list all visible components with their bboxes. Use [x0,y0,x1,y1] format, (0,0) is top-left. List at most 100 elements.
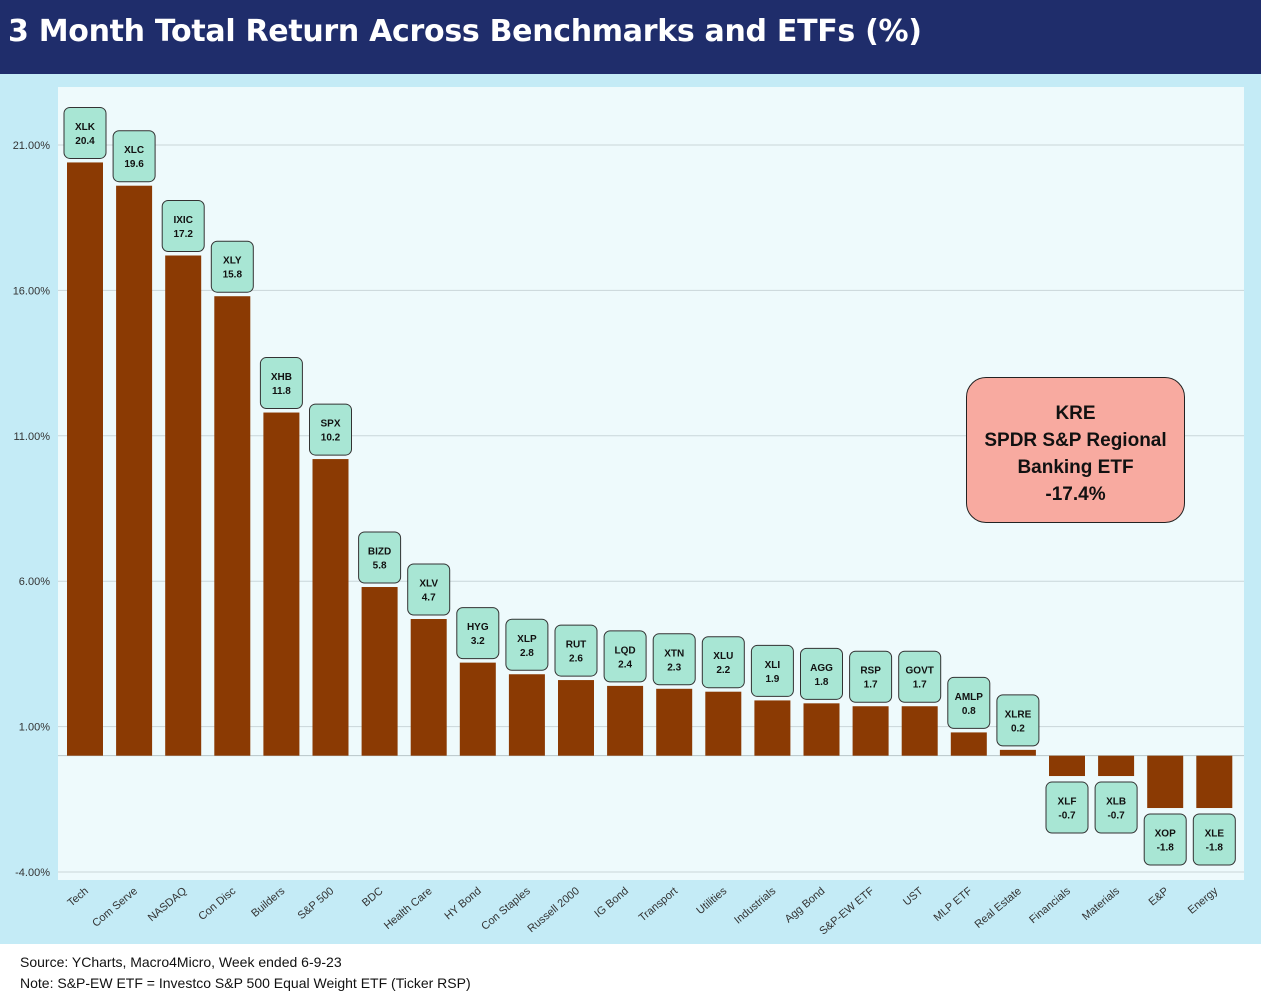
x-tick-label: NASDAQ [146,885,190,924]
bar [1147,755,1184,809]
data-label-box [259,357,303,410]
data-label-ticker: XLP [517,634,537,645]
data-label-value: 17.2 [173,229,193,240]
data-label-value: -1.8 [1206,843,1224,854]
data-label-ticker: XLU [713,651,733,662]
data-label-value: 2.4 [618,659,632,670]
data-label-ticker: XHB [271,372,292,383]
data-label-value: 2.6 [569,654,583,665]
callout-value: -17.4% [1045,484,1106,505]
data-label-box [1094,781,1138,834]
data-label-value: 2.8 [520,648,534,659]
data-label-box [505,618,549,671]
bar [558,680,594,756]
data-label-ticker: GOVT [906,666,934,677]
kre-callout-box: KRE SPDR S&P Regional Banking ETF -17.4% [966,377,1185,523]
data-label-ticker: HYG [467,622,489,633]
data-label-box [63,106,107,159]
y-tick-label: 21.00% [13,140,51,152]
header-banner: 3 Month Total Return Across Benchmarks a… [0,0,1261,74]
bar [852,706,889,756]
data-label-value: 1.8 [815,677,829,688]
data-label-box [358,531,402,584]
y-tick-label: 11.00% [14,431,51,443]
callout-name-line2: Banking ETF [1017,457,1134,478]
bar [950,732,987,756]
data-label-value: -1.8 [1157,843,1175,854]
data-label-box [554,624,598,677]
data-label-box [603,630,647,683]
x-tick-label: IG Bond [592,885,631,920]
x-tick-label: Industrials [732,885,779,927]
data-label-box [456,607,500,660]
data-label-value: 20.4 [75,136,95,147]
callout-ticker: KRE [1055,403,1096,424]
chart-frame: 21.00% 16.00% 11.00% 6.00% 1.00% -4.00% XLK 20.… [0,74,1261,944]
x-tick-label: MLP ETF [932,885,975,924]
x-tick-label: Russell 2000 [525,885,581,935]
x-tick-label: E&P [1147,885,1172,908]
data-label-ticker: BIZD [368,547,391,558]
bar [410,619,447,756]
data-label-value: 2.2 [716,665,730,676]
y-tick-label: 1.00% [19,722,50,734]
data-label-box [161,200,205,253]
bar [214,296,251,756]
x-tick-label: Transport [637,885,680,924]
x-tick-label: Materials [1080,885,1122,923]
data-label-value: 5.8 [373,561,387,572]
data-label-ticker: RUT [566,640,587,651]
callout-name-line1: SPDR S&P Regional [984,430,1167,451]
data-label-value: 10.2 [321,433,341,444]
definition-note: Note: S&P-EW ETF = Investco S&P 500 Equa… [20,975,471,991]
data-label-value: 15.8 [223,270,243,281]
data-label-box [309,403,352,456]
bar [999,749,1036,756]
data-label-value: 19.6 [124,159,144,170]
x-tick-label: Agg Bond [783,885,828,925]
data-label-value: 4.7 [422,593,436,604]
bar [263,412,300,756]
data-label-box [996,694,1040,747]
data-label-ticker: XLB [1106,797,1126,808]
data-label-box [849,650,893,703]
data-label-box [210,240,254,293]
bar [656,688,693,756]
source-note: Source: YCharts, Macro4Micro, Week ended… [20,954,342,970]
bar [459,662,496,756]
data-label-box [652,633,696,686]
data-label-box [1143,813,1187,866]
data-label-ticker: XTN [664,648,684,659]
data-label-ticker: XLV [419,579,438,590]
bar [508,674,545,756]
bar [116,185,153,756]
x-tick-label: BDC [360,885,386,909]
data-label-box [947,676,991,729]
data-label-value: 11.8 [272,386,291,397]
data-label-box [800,647,843,700]
data-label-ticker: XLRE [1005,709,1032,720]
x-tick-label: Financials [1027,885,1073,926]
data-label-box [407,563,451,616]
x-tick-label: S&P 500 [296,885,337,922]
data-label-ticker: XLK [75,122,96,133]
x-tick-label: UST [901,885,926,909]
y-tick-label: -4.00% [15,867,50,879]
bar [607,685,644,756]
bar [1098,755,1135,777]
bar [705,691,742,756]
data-label-value: 1.7 [864,680,878,691]
bar [361,587,398,756]
data-label-value: -0.7 [1058,811,1076,822]
x-tick-label: HY Bond [442,885,483,922]
data-label-ticker: LQD [615,645,636,656]
bar [754,700,791,756]
x-tick-label: Energy [1186,885,1221,917]
data-label-value: 1.7 [913,680,927,691]
data-label-box [701,636,745,689]
bar [312,459,349,756]
footer: Source: YCharts, Macro4Micro, Week ended… [0,944,1261,1000]
x-tick-label: Com Serve [90,885,140,930]
x-tick-label: Real Estate [973,885,1024,931]
data-label-ticker: XLF [1058,797,1077,808]
